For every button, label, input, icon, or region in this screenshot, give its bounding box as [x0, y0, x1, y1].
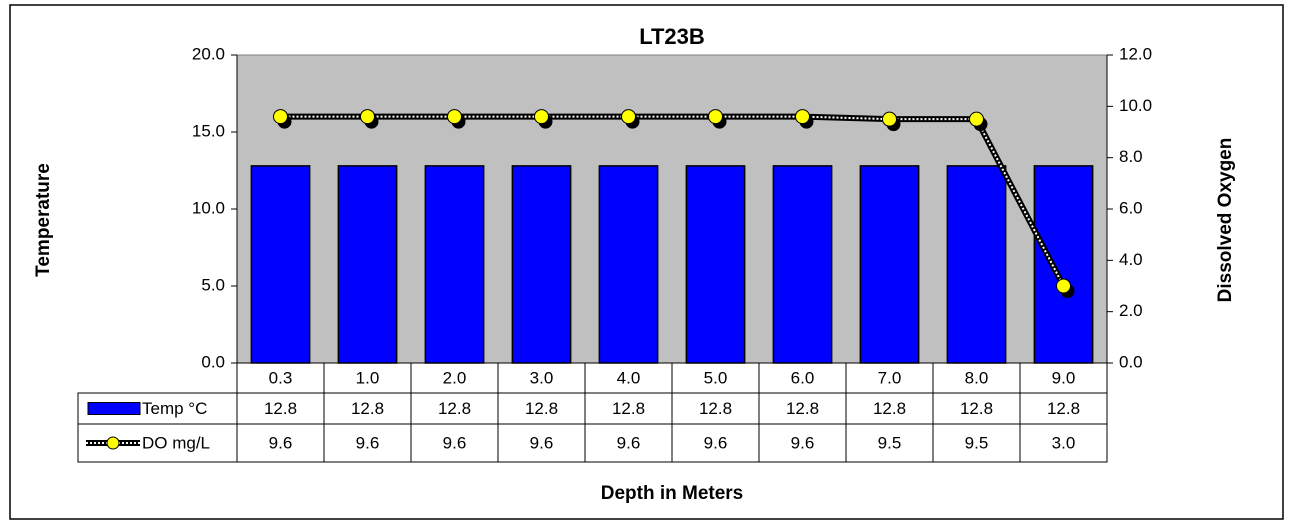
y2-tick-label: 12.0 — [1119, 44, 1152, 63]
y-tick-label: 5.0 — [201, 275, 225, 294]
table-cell: 12.8 — [438, 399, 471, 418]
bar — [511, 165, 572, 364]
y-tick-label: 10.0 — [192, 198, 225, 217]
y-axis-title: Temperature — [33, 163, 54, 277]
marker — [969, 111, 984, 127]
table-cell: 9.5 — [965, 433, 989, 452]
legend-label: Temp °C — [142, 399, 207, 418]
x-tick-label: 9.0 — [1052, 368, 1076, 387]
x-tick-label: 5.0 — [704, 368, 728, 387]
table-cell: 9.6 — [443, 433, 467, 452]
bar — [250, 165, 311, 364]
bar — [424, 165, 485, 364]
x-tick-label: 3.0 — [530, 368, 554, 387]
y2-axis-title: Dissolved Oxygen — [1215, 138, 1236, 303]
x-tick-label: 4.0 — [617, 368, 641, 387]
x-tick-label: 6.0 — [791, 368, 815, 387]
table-cell: 12.8 — [960, 399, 993, 418]
data-table-body — [77, 392, 1108, 463]
table-cell: 9.6 — [356, 433, 380, 452]
y2-tick-label: 8.0 — [1119, 147, 1143, 166]
table-cell: 12.8 — [786, 399, 819, 418]
marker — [360, 109, 375, 125]
x-tick-label: 7.0 — [878, 368, 902, 387]
bar — [946, 165, 1007, 364]
x-tick-label: 8.0 — [965, 368, 989, 387]
y-tick-label: 20.0 — [192, 44, 225, 63]
table-cell: 12.8 — [699, 399, 732, 418]
x-tick-label: 0.3 — [269, 368, 293, 387]
table-cell: 12.8 — [1047, 399, 1080, 418]
table-cell: 12.8 — [873, 399, 906, 418]
bar — [859, 165, 920, 364]
legend-key — [87, 402, 141, 415]
y2-tick-label: 10.0 — [1119, 96, 1152, 115]
bar — [337, 165, 398, 364]
x-axis-title: Depth in Meters — [601, 483, 744, 504]
marker — [708, 109, 723, 125]
table-cell: 12.8 — [264, 399, 297, 418]
bar — [598, 165, 659, 364]
y2-tick-label: 2.0 — [1119, 301, 1143, 320]
x-tick-label: 1.0 — [356, 368, 380, 387]
marker — [447, 109, 462, 125]
table-cell: 12.8 — [612, 399, 645, 418]
table-cell: 9.6 — [704, 433, 728, 452]
legend-label: DO mg/L — [142, 433, 210, 452]
table-cell: 12.8 — [351, 399, 384, 418]
marker — [534, 109, 549, 125]
bar — [772, 165, 833, 364]
table-cell: 12.8 — [525, 399, 558, 418]
y-tick-label: 15.0 — [192, 121, 225, 140]
table-cell: 3.0 — [1052, 433, 1076, 452]
table-cell: 9.6 — [269, 433, 293, 452]
do-line-dots — [280, 115, 1065, 287]
bar — [685, 165, 746, 364]
marker — [795, 109, 810, 125]
marker — [621, 109, 636, 125]
table-cell: 9.6 — [791, 433, 815, 452]
y2-tick-label: 0.0 — [1119, 352, 1143, 371]
marker — [882, 111, 897, 127]
y2-tick-label: 6.0 — [1119, 198, 1143, 217]
marker — [1056, 278, 1071, 294]
table-cell: 9.6 — [617, 433, 641, 452]
y-tick-label: 0.0 — [201, 352, 225, 371]
table-cell: 9.5 — [878, 433, 902, 452]
bar — [1033, 165, 1094, 364]
y2-tick-label: 4.0 — [1119, 250, 1143, 269]
table-cell: 9.6 — [530, 433, 554, 452]
marker — [273, 109, 288, 125]
legend-marker — [106, 436, 120, 450]
chart-title: LT23B — [639, 24, 705, 49]
x-tick-label: 2.0 — [443, 368, 467, 387]
